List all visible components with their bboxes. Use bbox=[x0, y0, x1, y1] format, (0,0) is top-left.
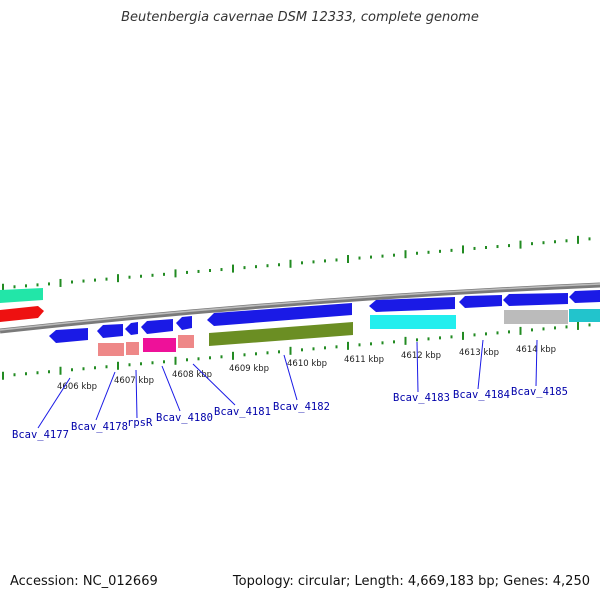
gene-bcav-4178[interactable] bbox=[97, 324, 123, 338]
scale-label: 4609 kbp bbox=[229, 364, 269, 374]
gene-bcav-4183[interactable] bbox=[369, 297, 455, 312]
scale-labels: 4606 kbp 4607 kbp 4608 kbp 4609 kbp 4610… bbox=[57, 345, 556, 392]
scale-label: 4612 kbp bbox=[401, 351, 441, 361]
leader-line bbox=[416, 341, 419, 393]
scale-label: 4608 kbp bbox=[172, 370, 212, 380]
lower-tick-row bbox=[2, 321, 591, 380]
feature-rpsr-pink[interactable] bbox=[126, 342, 139, 355]
scale-label: 4614 kbp bbox=[516, 345, 556, 355]
genome-backbone-highlight bbox=[0, 283, 600, 331]
gene-bcav-4177[interactable] bbox=[49, 328, 88, 343]
gene-label-bcav-4183[interactable]: Bcav_4183 bbox=[393, 392, 450, 404]
gene-bcav-4180b[interactable] bbox=[176, 316, 192, 330]
gene-label-bcav-4180[interactable]: Bcav_4180 bbox=[156, 412, 213, 424]
leader-lines bbox=[37, 339, 538, 429]
gene-label-bcav-4181[interactable]: Bcav_4181 bbox=[214, 406, 271, 418]
feature-bcav-4180-magenta[interactable] bbox=[143, 338, 176, 352]
gene-bcav-4181[interactable] bbox=[207, 303, 352, 326]
genome-backbone bbox=[0, 282, 600, 334]
leader-line bbox=[192, 363, 236, 406]
feature-bcav-4185-teal[interactable] bbox=[569, 309, 600, 322]
feature-bcav-4183-cyan[interactable] bbox=[370, 315, 456, 329]
leader-line bbox=[477, 339, 484, 390]
upper-tick-row bbox=[2, 235, 591, 292]
feature-bcav-4180-pink[interactable] bbox=[178, 335, 194, 348]
accession-text: Accession: NC_012669 bbox=[10, 574, 158, 589]
scale-label: 4613 kbp bbox=[459, 348, 499, 358]
leader-line bbox=[135, 369, 138, 419]
genome-summary-text: Topology: circular; Length: 4,669,183 bp… bbox=[232, 574, 590, 589]
gene-label-bcav-4185[interactable]: Bcav_4185 bbox=[511, 386, 568, 398]
leader-line bbox=[283, 354, 298, 401]
diagram-title: Beutenbergia cavernae DSM 12333, complet… bbox=[121, 10, 479, 25]
gene-labels: Bcav_4177 Bcav_4178 rpsR Bcav_4180 Bcav_… bbox=[12, 386, 568, 441]
leader-line bbox=[95, 371, 116, 421]
feature-bcav-4182-olive[interactable] bbox=[209, 322, 353, 346]
gene-bcav-4184[interactable] bbox=[459, 295, 502, 308]
feature-bcav-4178-pink[interactable] bbox=[98, 343, 124, 356]
gene-label-rpsr[interactable]: rpsR bbox=[127, 417, 153, 429]
scale-label: 4611 kbp bbox=[344, 355, 384, 365]
scale-label: 4607 kbp bbox=[114, 376, 154, 386]
gene-bcav-4180[interactable] bbox=[141, 319, 173, 334]
gene-red-left[interactable] bbox=[0, 306, 44, 322]
gene-rpsr[interactable] bbox=[125, 322, 138, 335]
gene-bcav-4185[interactable] bbox=[503, 293, 568, 306]
leader-line bbox=[161, 365, 181, 412]
gene-blue-right[interactable] bbox=[569, 290, 600, 303]
feature-bcav-4185-gray[interactable] bbox=[504, 310, 568, 324]
gene-label-bcav-4178[interactable]: Bcav_4178 bbox=[71, 421, 128, 433]
leader-line bbox=[535, 339, 538, 387]
scale-label: 4606 kbp bbox=[57, 382, 97, 392]
gene-label-bcav-4177[interactable]: Bcav_4177 bbox=[12, 429, 69, 441]
gene-label-bcav-4184[interactable]: Bcav_4184 bbox=[453, 389, 510, 401]
leader-line bbox=[37, 377, 71, 429]
gene-teal-left[interactable] bbox=[0, 288, 43, 303]
gene-label-bcav-4182[interactable]: Bcav_4182 bbox=[273, 401, 330, 413]
scale-label: 4610 kbp bbox=[287, 359, 327, 369]
